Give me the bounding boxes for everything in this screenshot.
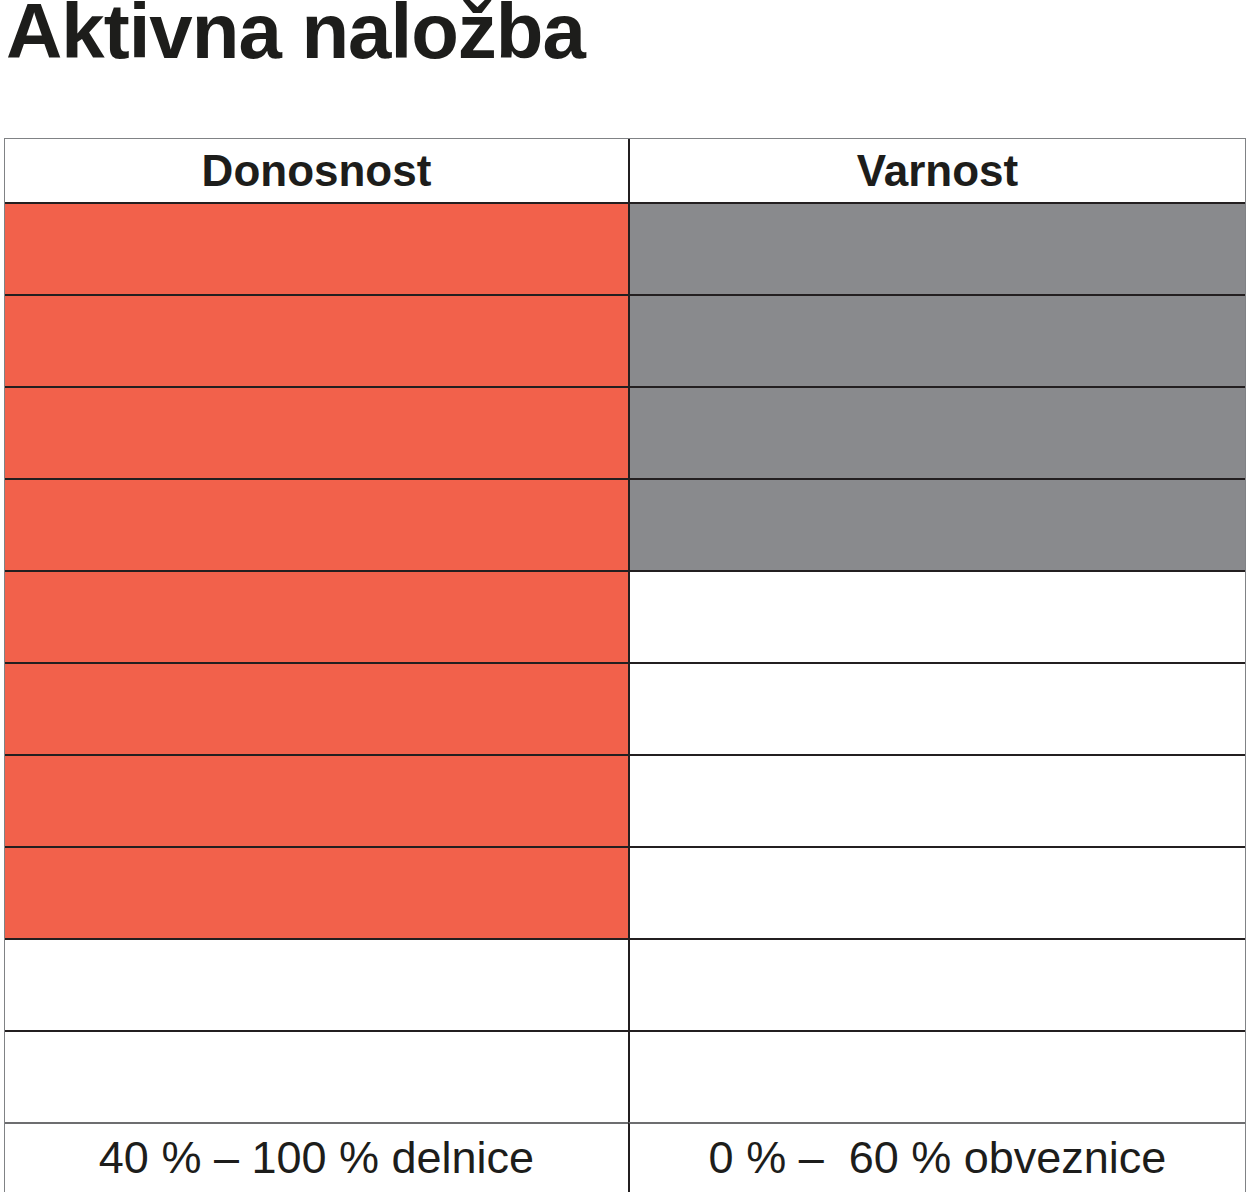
page-title: Aktivna naložba (6, 0, 585, 70)
rating-cell-varnost-row-2 (628, 294, 1245, 386)
rating-cell-donosnost-row-4 (5, 478, 628, 570)
rating-cell-donosnost-row-6 (5, 662, 628, 754)
footer-label-delnice: 40 % – 100 % delnice (5, 1122, 628, 1192)
figure-canvas: Aktivna naložba Donosnost Varnost 40 % –… (0, 0, 1250, 1192)
rating-table: Donosnost Varnost 40 % – 100 % delnice 0… (4, 138, 1246, 1192)
rating-cell-varnost-row-10 (628, 1030, 1245, 1122)
rating-cell-donosnost-row-7 (5, 754, 628, 846)
column-header-donosnost: Donosnost (5, 139, 628, 202)
rating-cell-donosnost-row-2 (5, 294, 628, 386)
rating-cell-varnost-row-3 (628, 386, 1245, 478)
rating-cell-donosnost-row-5 (5, 570, 628, 662)
rating-cell-donosnost-row-9 (5, 938, 628, 1030)
rating-cell-varnost-row-8 (628, 846, 1245, 938)
footer-label-obveznice: 0 % – 60 % obveznice (628, 1122, 1245, 1192)
rating-cell-donosnost-row-3 (5, 386, 628, 478)
rating-cell-donosnost-row-8 (5, 846, 628, 938)
rating-cell-varnost-row-7 (628, 754, 1245, 846)
rating-cell-varnost-row-9 (628, 938, 1245, 1030)
rating-cell-varnost-row-6 (628, 662, 1245, 754)
rating-cell-varnost-row-4 (628, 478, 1245, 570)
rating-cell-donosnost-row-10 (5, 1030, 628, 1122)
column-header-varnost: Varnost (628, 139, 1245, 202)
rating-cell-varnost-row-1 (628, 202, 1245, 294)
rating-cell-varnost-row-5 (628, 570, 1245, 662)
rating-cell-donosnost-row-1 (5, 202, 628, 294)
